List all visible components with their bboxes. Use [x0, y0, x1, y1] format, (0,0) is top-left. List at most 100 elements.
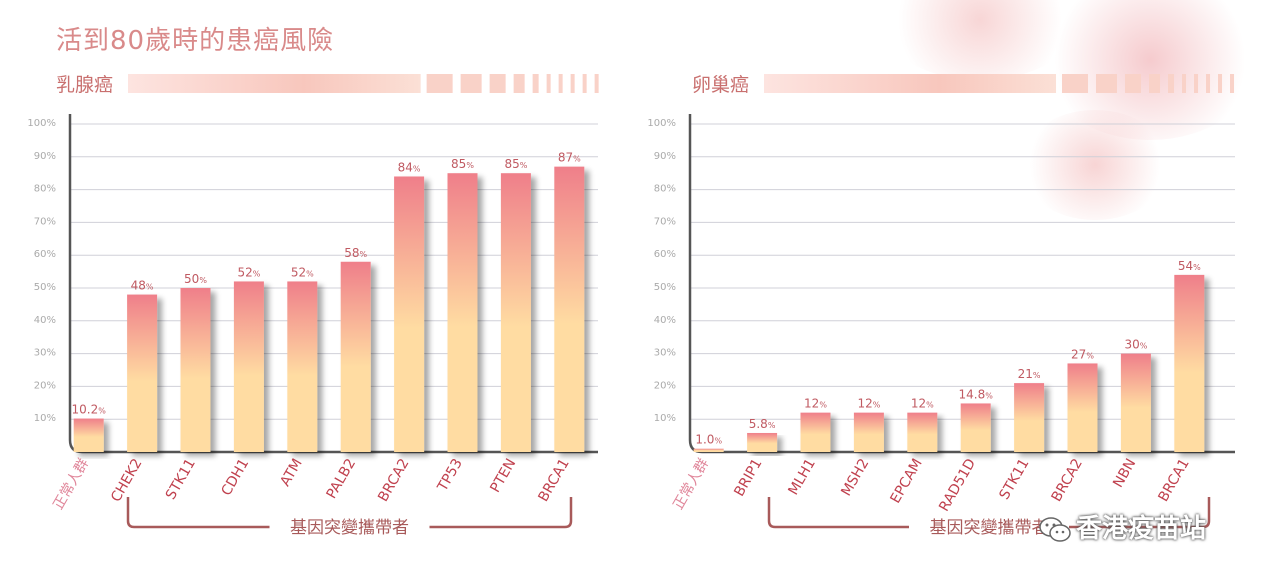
- value-unit: %: [466, 161, 474, 170]
- value-unit: %: [253, 269, 261, 278]
- category-label: 正常人群: [670, 456, 712, 512]
- value-label: 12%: [804, 397, 827, 411]
- panel-subtitle: 卵巢癌: [692, 74, 749, 96]
- subtitle-stripe-segment: [513, 74, 525, 93]
- y-tick-label: 60%: [654, 249, 676, 260]
- bracket-label-backdrop: [909, 517, 1069, 537]
- category-label: NBN: [1110, 456, 1139, 490]
- y-tick-label: 20%: [34, 380, 56, 391]
- y-tick-label: 40%: [654, 315, 676, 326]
- y-tick-label: 30%: [654, 348, 676, 359]
- bar: [500, 173, 531, 452]
- bar: [233, 281, 264, 452]
- value-label: 85%: [451, 157, 474, 171]
- value-unit: %: [1086, 351, 1094, 360]
- subtitle-stripe-segment: [1194, 74, 1199, 93]
- subtitle-stripe-segment: [1168, 74, 1175, 93]
- bracket-label: 基因突變攜帶者: [290, 518, 409, 538]
- subtitle-stripe-segment: [570, 74, 575, 93]
- category-label: BRCA1: [535, 456, 572, 505]
- category-label: ATM: [277, 456, 305, 489]
- bracket-label: 基因突變攜帶者: [930, 518, 1049, 538]
- value-unit: %: [520, 161, 528, 170]
- bar: [180, 288, 211, 452]
- value-unit: %: [146, 283, 154, 292]
- subtitle-stripe-segment: [1206, 74, 1211, 93]
- bar: [1014, 383, 1045, 452]
- y-tick-label: 70%: [654, 216, 676, 227]
- subtitle-stripe-segment: [460, 74, 482, 93]
- y-tick-label: 30%: [34, 348, 56, 359]
- y-tick-label: 100%: [27, 118, 56, 129]
- subtitle-stripe: [764, 74, 1057, 93]
- value-label: 52%: [237, 265, 260, 279]
- subtitle-stripe-segment: [546, 74, 551, 93]
- bar: [960, 403, 991, 452]
- value-unit: %: [1193, 263, 1201, 272]
- bar: [693, 448, 724, 452]
- value-label: 27%: [1071, 347, 1094, 361]
- bar: [907, 412, 938, 452]
- value-unit: %: [360, 250, 368, 259]
- subtitle-stripe-segment: [532, 74, 539, 93]
- bar: [127, 294, 158, 452]
- category-label: 正常人群: [50, 456, 92, 512]
- subtitle-stripe-segment: [594, 74, 599, 93]
- value-unit: %: [768, 421, 776, 430]
- y-tick-label: 50%: [34, 282, 56, 293]
- y-tick-label: 10%: [654, 413, 676, 424]
- bar: [394, 176, 425, 453]
- bar: [747, 432, 778, 452]
- chart-title: 活到80歲時的患癌風險: [56, 26, 335, 56]
- bar: [800, 412, 831, 452]
- value-label: 5.8%: [749, 417, 776, 431]
- category-label: CDH1: [219, 456, 253, 499]
- category-label: RAD51D: [936, 456, 979, 514]
- y-tick-label: 60%: [34, 249, 56, 260]
- bar: [1067, 363, 1098, 452]
- value-label: 85%: [504, 157, 527, 171]
- y-tick-label: 40%: [34, 315, 56, 326]
- value-unit: %: [413, 164, 421, 173]
- category-label: PTEN: [487, 456, 519, 495]
- subtitle-stripe-segment: [1149, 74, 1161, 93]
- category-label: STK11: [163, 456, 199, 502]
- subtitle-stripe-segment: [1096, 74, 1118, 93]
- value-unit: %: [873, 401, 881, 410]
- value-label: 1.0%: [695, 433, 722, 447]
- category-label: TP53: [434, 456, 466, 495]
- bar: [1174, 274, 1205, 452]
- bar: [340, 261, 371, 452]
- category-label: BRCA1: [1155, 456, 1192, 505]
- category-label: BRCA2: [1049, 456, 1086, 505]
- subtitle-stripe-segment: [1125, 74, 1142, 93]
- value-label: 14.8%: [959, 387, 994, 401]
- category-label: BRIP1: [731, 456, 765, 499]
- bar: [1120, 353, 1151, 452]
- watermark-text: 香港疫苗站: [1076, 514, 1207, 544]
- value-unit: %: [819, 401, 827, 410]
- subtitle-stripe-segment: [582, 74, 587, 93]
- y-tick-label: 70%: [34, 216, 56, 227]
- y-tick-label: 80%: [34, 184, 56, 195]
- y-tick-label: 80%: [654, 184, 676, 195]
- value-unit: %: [1033, 371, 1041, 380]
- category-label: EPCAM: [888, 456, 926, 506]
- y-tick-label: 50%: [654, 282, 676, 293]
- category-label: PALB2: [324, 456, 360, 502]
- subtitle-stripe-segment: [1218, 74, 1223, 93]
- value-unit: %: [714, 437, 722, 446]
- bracket-label-backdrop: [269, 517, 430, 537]
- value-unit: %: [985, 391, 993, 400]
- value-label: 84%: [398, 160, 421, 174]
- value-label: 12%: [857, 397, 880, 411]
- subtitle-stripe-segment: [1230, 74, 1235, 93]
- category-label: MSH2: [838, 456, 872, 499]
- value-label: 21%: [1018, 367, 1041, 381]
- bar: [554, 166, 585, 452]
- category-label: BRCA2: [375, 456, 412, 505]
- value-label: 87%: [558, 151, 581, 165]
- value-unit: %: [199, 276, 207, 285]
- value-label: 52%: [291, 265, 314, 279]
- y-tick-label: 90%: [654, 151, 676, 162]
